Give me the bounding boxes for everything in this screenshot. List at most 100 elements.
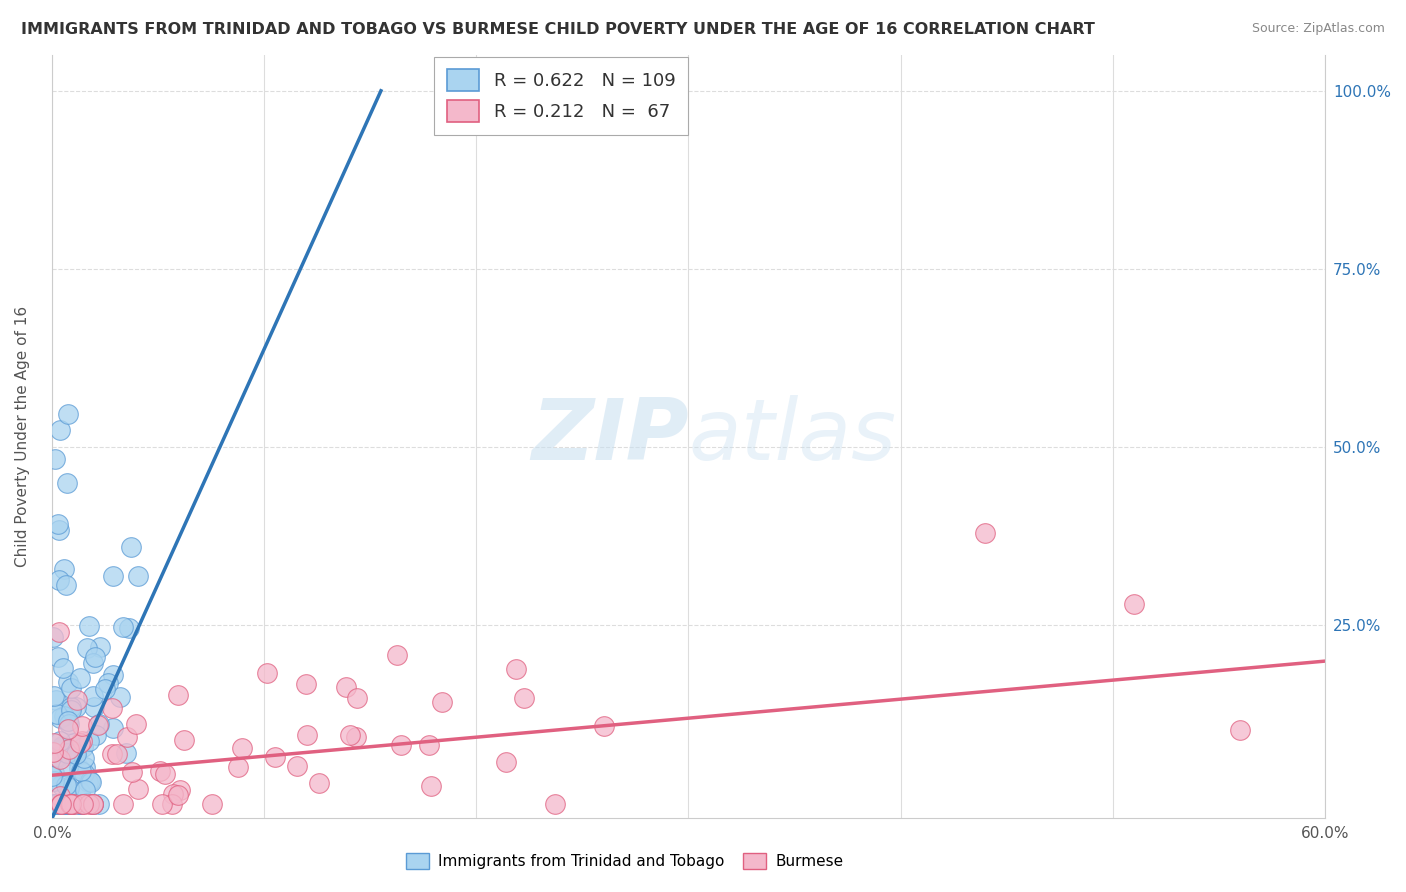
Point bbox=[45, 797, 67, 811]
Point bbox=[76, 775, 98, 789]
Point bbox=[48, 624, 70, 639]
Point bbox=[49, 733, 72, 747]
Point bbox=[84, 728, 107, 742]
Point bbox=[49, 797, 72, 811]
Point bbox=[101, 747, 124, 761]
Point bbox=[83, 700, 105, 714]
Point bbox=[60, 797, 83, 811]
Point bbox=[55, 778, 77, 792]
Point bbox=[1122, 597, 1144, 611]
Point bbox=[56, 797, 79, 811]
Point bbox=[59, 797, 82, 811]
Point bbox=[49, 778, 72, 792]
Point bbox=[70, 734, 93, 748]
Point bbox=[97, 675, 120, 690]
Point bbox=[69, 785, 91, 799]
Point bbox=[82, 689, 104, 703]
Point bbox=[58, 797, 80, 811]
Text: Source: ZipAtlas.com: Source: ZipAtlas.com bbox=[1251, 22, 1385, 36]
Point bbox=[45, 797, 67, 811]
Point bbox=[42, 797, 65, 811]
Point bbox=[58, 717, 80, 731]
Point bbox=[70, 797, 93, 811]
Point bbox=[83, 650, 105, 665]
Point bbox=[79, 774, 101, 789]
Point bbox=[103, 721, 125, 735]
Point bbox=[82, 656, 104, 670]
Point bbox=[127, 569, 149, 583]
Point bbox=[63, 735, 86, 749]
Point bbox=[52, 797, 75, 811]
Point bbox=[120, 540, 142, 554]
Point bbox=[58, 722, 80, 736]
Point bbox=[89, 640, 111, 655]
Point bbox=[66, 693, 89, 707]
Point bbox=[82, 797, 104, 811]
Point bbox=[42, 766, 65, 780]
Point bbox=[79, 774, 101, 789]
Point bbox=[169, 783, 191, 797]
Point bbox=[73, 750, 96, 764]
Point bbox=[41, 797, 63, 811]
Point bbox=[544, 797, 567, 811]
Point bbox=[45, 797, 67, 811]
Point bbox=[173, 732, 195, 747]
Point bbox=[42, 690, 65, 704]
Point bbox=[60, 797, 83, 811]
Point bbox=[505, 662, 527, 676]
Point bbox=[1229, 723, 1251, 738]
Point bbox=[58, 780, 80, 794]
Point bbox=[51, 739, 73, 754]
Point bbox=[264, 750, 287, 764]
Point bbox=[389, 739, 412, 753]
Point bbox=[593, 719, 616, 733]
Point bbox=[49, 711, 72, 725]
Point bbox=[87, 718, 110, 732]
Point bbox=[45, 750, 67, 764]
Point bbox=[46, 516, 69, 531]
Point bbox=[72, 797, 94, 811]
Point bbox=[44, 797, 66, 811]
Point bbox=[51, 797, 73, 811]
Point bbox=[63, 745, 86, 759]
Point bbox=[65, 699, 87, 714]
Point bbox=[160, 797, 183, 811]
Point bbox=[73, 765, 96, 780]
Point bbox=[65, 747, 87, 762]
Point bbox=[52, 709, 75, 723]
Point bbox=[42, 736, 65, 750]
Point bbox=[121, 765, 143, 780]
Point bbox=[103, 668, 125, 682]
Point bbox=[117, 621, 139, 635]
Point bbox=[335, 680, 357, 694]
Point bbox=[56, 797, 79, 811]
Point bbox=[51, 796, 73, 810]
Point bbox=[418, 738, 440, 752]
Point bbox=[87, 716, 110, 731]
Point bbox=[974, 525, 997, 540]
Point bbox=[48, 574, 70, 588]
Point bbox=[82, 797, 104, 811]
Point bbox=[56, 407, 79, 421]
Point bbox=[79, 618, 101, 632]
Point bbox=[339, 728, 361, 742]
Point bbox=[125, 717, 148, 731]
Point bbox=[128, 781, 150, 796]
Point bbox=[62, 797, 84, 811]
Y-axis label: Child Poverty Under the Age of 16: Child Poverty Under the Age of 16 bbox=[15, 306, 30, 567]
Point bbox=[53, 797, 76, 811]
Point bbox=[77, 797, 100, 811]
Point bbox=[285, 759, 308, 773]
Point bbox=[46, 649, 69, 664]
Point bbox=[110, 690, 132, 704]
Point bbox=[51, 797, 73, 811]
Point bbox=[76, 641, 98, 656]
Point bbox=[69, 736, 91, 750]
Point bbox=[149, 764, 172, 778]
Point bbox=[55, 797, 77, 811]
Point bbox=[45, 693, 67, 707]
Point bbox=[167, 688, 190, 702]
Point bbox=[112, 797, 135, 811]
Point bbox=[55, 797, 77, 811]
Point bbox=[48, 743, 70, 757]
